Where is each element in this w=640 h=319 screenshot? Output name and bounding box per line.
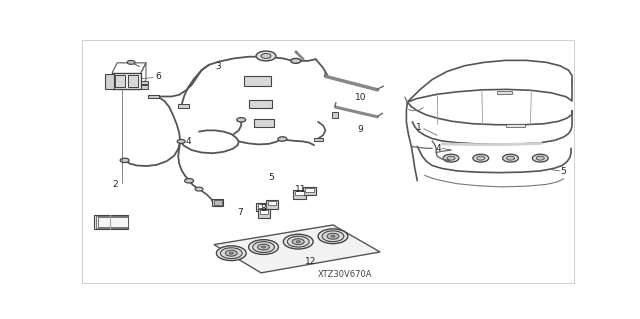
Bar: [295, 191, 304, 195]
Text: 10: 10: [355, 93, 366, 102]
Bar: [141, 85, 148, 89]
Circle shape: [248, 240, 278, 255]
Bar: [266, 200, 278, 209]
Circle shape: [195, 187, 203, 191]
Circle shape: [327, 233, 339, 239]
Circle shape: [185, 179, 193, 183]
Circle shape: [477, 156, 484, 160]
Bar: [115, 75, 125, 87]
Text: 11: 11: [295, 185, 307, 194]
Text: 3: 3: [215, 62, 221, 71]
Text: 4: 4: [435, 144, 441, 153]
Bar: [178, 104, 189, 108]
Bar: [256, 203, 269, 211]
Bar: [86, 46, 411, 277]
Bar: [260, 210, 268, 214]
Bar: [303, 187, 316, 196]
Circle shape: [237, 118, 246, 122]
Circle shape: [225, 250, 237, 256]
Bar: [96, 216, 127, 228]
Bar: [305, 188, 314, 191]
Circle shape: [257, 244, 269, 250]
Bar: [127, 75, 138, 87]
Circle shape: [296, 241, 300, 243]
Circle shape: [292, 239, 304, 245]
Circle shape: [287, 236, 309, 247]
Text: 7: 7: [237, 208, 243, 217]
Text: 5: 5: [561, 167, 566, 176]
Circle shape: [536, 156, 544, 160]
Circle shape: [532, 154, 548, 162]
Bar: [105, 74, 114, 89]
Circle shape: [507, 156, 515, 160]
Bar: [249, 100, 273, 108]
Text: 12: 12: [305, 257, 316, 266]
Circle shape: [220, 248, 242, 259]
Circle shape: [322, 231, 344, 242]
Circle shape: [229, 252, 233, 254]
Bar: [253, 119, 275, 127]
Circle shape: [120, 158, 129, 163]
Bar: [244, 76, 271, 86]
Text: 9: 9: [357, 125, 363, 134]
Circle shape: [127, 60, 135, 64]
Bar: [314, 138, 323, 141]
Bar: [112, 73, 141, 89]
Bar: [214, 200, 222, 205]
Circle shape: [262, 246, 266, 248]
Text: 8: 8: [260, 204, 266, 213]
Bar: [141, 81, 148, 85]
Polygon shape: [214, 225, 380, 273]
Bar: [212, 199, 223, 206]
Bar: [293, 190, 306, 199]
Text: 5: 5: [268, 173, 274, 182]
Bar: [332, 112, 338, 118]
Circle shape: [261, 54, 271, 58]
Circle shape: [443, 154, 459, 162]
Bar: [268, 201, 276, 204]
Bar: [148, 95, 159, 98]
Text: 1: 1: [416, 123, 422, 132]
Bar: [257, 209, 270, 218]
Circle shape: [177, 139, 185, 144]
Text: 6: 6: [156, 72, 161, 81]
Circle shape: [284, 234, 313, 249]
Bar: [497, 91, 511, 94]
Bar: [98, 217, 127, 227]
Circle shape: [473, 154, 489, 162]
Text: XTZ30V670A: XTZ30V670A: [318, 270, 372, 278]
Bar: [94, 215, 127, 229]
Text: 4: 4: [186, 137, 191, 146]
Circle shape: [253, 242, 275, 252]
Bar: [506, 124, 525, 127]
Circle shape: [447, 156, 455, 160]
Circle shape: [318, 229, 348, 244]
Circle shape: [278, 137, 287, 141]
Circle shape: [502, 154, 518, 162]
Circle shape: [331, 235, 335, 237]
Bar: [258, 204, 266, 208]
Circle shape: [256, 51, 276, 61]
Circle shape: [291, 58, 301, 63]
Text: 2: 2: [112, 180, 118, 189]
Circle shape: [216, 246, 246, 261]
